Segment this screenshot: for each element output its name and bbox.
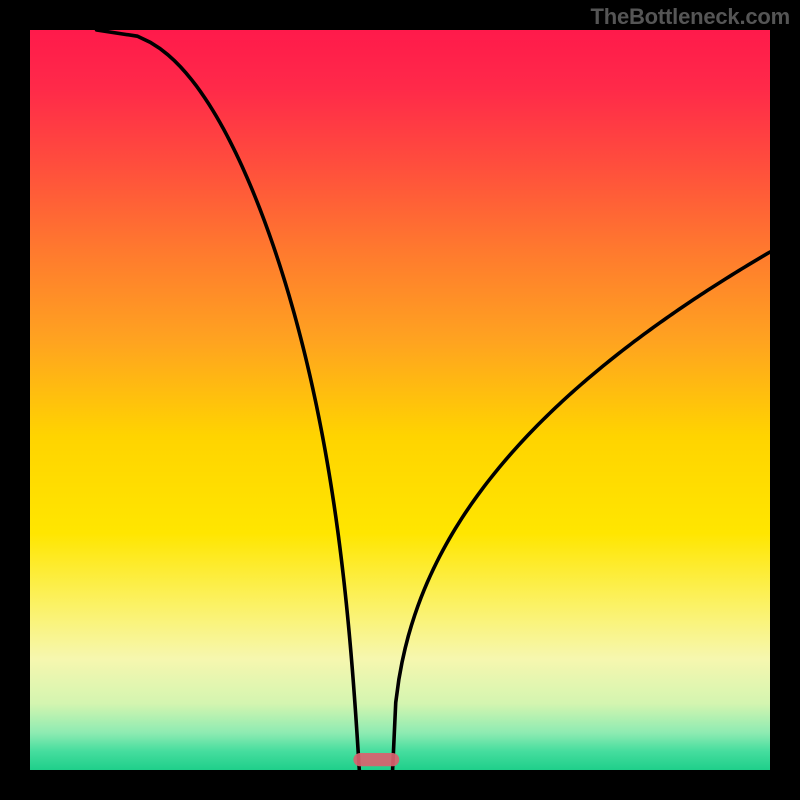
watermark-text: TheBottleneck.com (590, 4, 790, 30)
plot-background (30, 30, 770, 770)
bottleneck-chart (0, 0, 800, 800)
vertex-marker (353, 753, 399, 766)
